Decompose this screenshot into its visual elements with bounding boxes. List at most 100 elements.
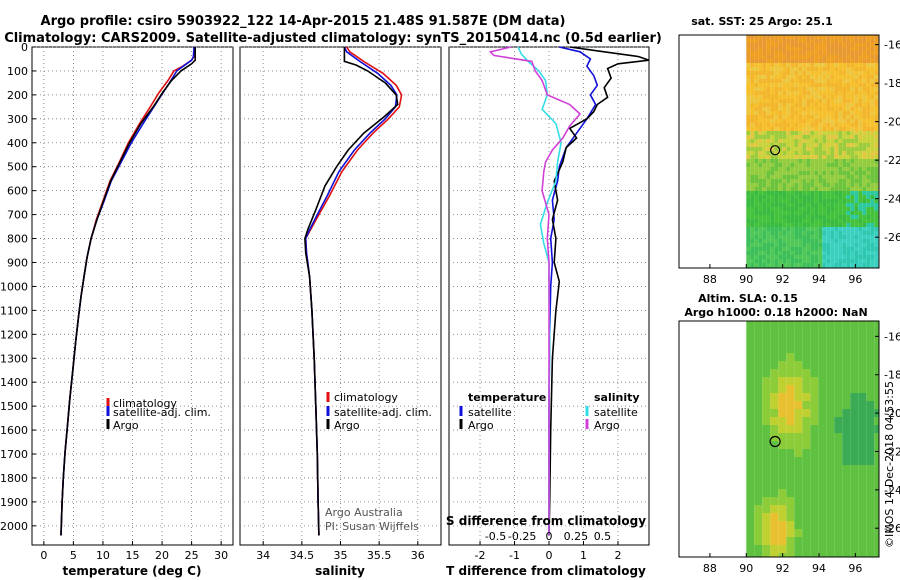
map-cell xyxy=(754,143,759,147)
map-cell xyxy=(794,91,799,95)
map-cell xyxy=(810,95,815,99)
map-cell xyxy=(842,449,851,457)
map-cell xyxy=(754,231,759,235)
map-cell xyxy=(774,227,779,231)
map-cell xyxy=(814,71,819,75)
map-cell xyxy=(786,43,791,47)
map-cell xyxy=(810,183,815,187)
map-cell xyxy=(794,481,803,489)
map-cell xyxy=(762,79,767,83)
map-cell xyxy=(750,235,755,239)
map-cell xyxy=(802,449,811,457)
map-cell xyxy=(826,139,831,143)
map-cell xyxy=(754,553,763,557)
map-cell xyxy=(786,337,795,345)
map-cell xyxy=(862,55,867,59)
map-cell xyxy=(874,71,879,75)
map-cell xyxy=(818,321,827,329)
map-cell xyxy=(822,59,827,63)
map-cell xyxy=(854,259,859,263)
map-cell xyxy=(746,345,755,353)
map-cell xyxy=(762,67,767,71)
map-cell xyxy=(834,251,839,255)
map-cell xyxy=(818,385,827,393)
map-cell xyxy=(778,425,787,433)
map-cell xyxy=(858,151,863,155)
map-cell xyxy=(754,163,759,167)
map-cell xyxy=(778,353,787,361)
map-cell xyxy=(858,171,863,175)
map-cell xyxy=(798,251,803,255)
map-cell xyxy=(746,199,751,203)
map-cell xyxy=(758,235,763,239)
map-cell xyxy=(854,35,859,39)
map-cell xyxy=(778,401,787,409)
map-cell xyxy=(770,219,775,223)
map-cell xyxy=(826,377,835,385)
map-cell xyxy=(802,47,807,51)
map-cell xyxy=(746,433,755,441)
map-cell xyxy=(866,155,871,159)
map-cell xyxy=(818,83,823,87)
map-cell xyxy=(874,87,879,91)
map-cell xyxy=(826,87,831,91)
map-cell xyxy=(786,47,791,51)
map-cell xyxy=(746,91,751,95)
map-cell xyxy=(794,207,799,211)
map-cell xyxy=(806,163,811,167)
map-cell xyxy=(874,195,879,199)
map-cell xyxy=(798,119,803,123)
map-cell xyxy=(814,35,819,39)
map-cell xyxy=(778,321,787,329)
map-cell xyxy=(858,67,863,71)
map-cell xyxy=(750,151,755,155)
map-cell xyxy=(806,247,811,251)
map-cell xyxy=(854,163,859,167)
map-cell xyxy=(814,215,819,219)
map-cell xyxy=(834,83,839,87)
map-cell xyxy=(774,175,779,179)
map-cell xyxy=(826,63,831,67)
map-cell xyxy=(870,143,875,147)
map-cell xyxy=(866,55,871,59)
map-cell xyxy=(842,473,851,481)
map-cell xyxy=(770,191,775,195)
map-cell xyxy=(794,321,803,329)
map-cell xyxy=(834,215,839,219)
map-cell xyxy=(854,75,859,79)
map-cell xyxy=(762,59,767,63)
map-cell xyxy=(818,91,823,95)
map-cell xyxy=(786,529,795,537)
map-cell xyxy=(762,195,767,199)
map-cell xyxy=(770,203,775,207)
map-cell xyxy=(754,43,759,47)
map-cell xyxy=(794,163,799,167)
map-cell xyxy=(834,39,839,43)
map-cell xyxy=(810,115,815,119)
map-cell xyxy=(770,521,779,529)
map-cell xyxy=(870,163,875,167)
map-cell xyxy=(858,441,867,449)
series-line-satellite-adj-clim- xyxy=(304,46,398,536)
map-cell xyxy=(794,103,799,107)
map-cell xyxy=(830,147,835,151)
map-cell xyxy=(766,67,771,71)
map-cell xyxy=(826,199,831,203)
map-cell xyxy=(778,385,787,393)
map-cell xyxy=(862,127,867,131)
map-cell xyxy=(786,123,791,127)
map-cell xyxy=(818,179,823,183)
map-cell xyxy=(874,369,879,377)
map-cell xyxy=(758,207,763,211)
map-cell xyxy=(774,79,779,83)
map-cell xyxy=(762,489,771,497)
map-cell xyxy=(790,183,795,187)
map-cell xyxy=(762,163,767,167)
map-cell xyxy=(790,155,795,159)
map-cell xyxy=(874,139,879,143)
map-cell xyxy=(746,235,751,239)
map-cell xyxy=(762,425,771,433)
map-cell xyxy=(774,191,779,195)
map-cell xyxy=(826,163,831,167)
map-cell xyxy=(754,417,763,425)
